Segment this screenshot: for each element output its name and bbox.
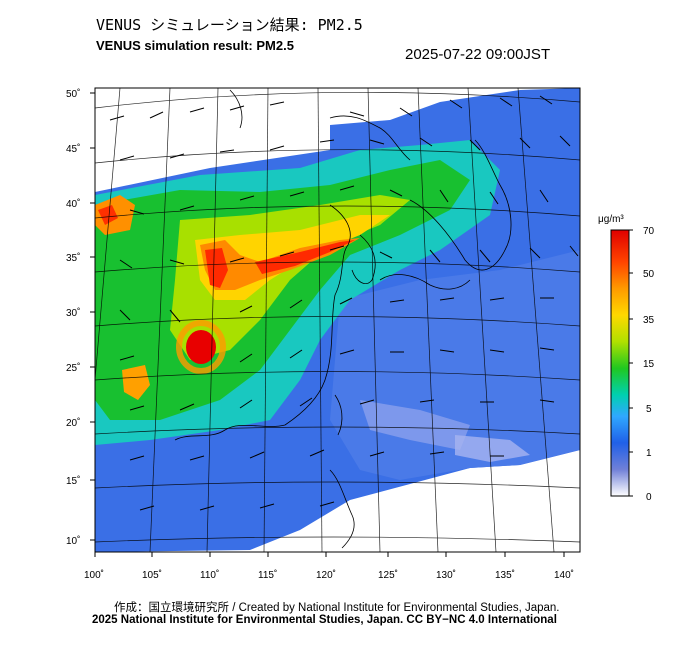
longitude-axis: 100˚ 105˚ 110˚ 115˚ 120˚ 125˚ 130˚ 135˚ … [84, 552, 574, 581]
lat-tick-label: 45˚ [66, 143, 80, 155]
lat-tick-label: 40˚ [66, 198, 80, 210]
lat-tick-label: 30˚ [66, 307, 80, 319]
lat-tick-label: 20˚ [66, 417, 80, 429]
graticule [95, 88, 580, 552]
map-frame [94, 87, 581, 553]
colorbar: μg/m³ 70 50 35 15 5 1 0 [598, 214, 655, 503]
lat-tick-label: 35˚ [66, 252, 80, 264]
forecast-timestamp: 2025-07-22 09:00JST [405, 46, 551, 63]
lat-tick-label: 25˚ [66, 362, 80, 374]
lon-tick-label: 110˚ [200, 569, 219, 581]
title-english: VENUS simulation result: PM2.5 [96, 38, 294, 53]
credit-line-creator: 作成：国立環境研究所 / Created by National Institu… [114, 602, 560, 614]
title-japanese: VENUS シミュレーション結果: PM2.5 [96, 16, 363, 34]
lon-tick-label: 105˚ [142, 569, 162, 581]
lat-tick-label: 15˚ [66, 475, 80, 487]
colorbar-tick-label: 1 [646, 448, 652, 459]
lon-tick-label: 125˚ [378, 569, 398, 581]
lon-tick-label: 100˚ [84, 569, 104, 581]
colorbar-tick-label: 35 [643, 315, 655, 326]
colorbar-tick-label: 70 [643, 226, 655, 237]
colorbar-tick-label: 5 [646, 404, 652, 415]
colorbar-tick-label: 0 [646, 492, 652, 503]
latitude-axis: 50˚ 45˚ 40˚ 35˚ 30˚ 25˚ 20˚ 15˚ 10˚ [66, 88, 95, 547]
coastlines [174, 89, 512, 549]
lon-tick-label: 135˚ [495, 569, 515, 581]
lat-tick-label: 50˚ [66, 88, 80, 100]
colorbar-tick-label: 50 [643, 269, 655, 280]
colorbar-unit: μg/m³ [598, 214, 624, 225]
colorbar-tick-label: 15 [643, 359, 655, 370]
wind-vectors [109, 95, 579, 511]
lat-tick-label: 10˚ [66, 535, 80, 547]
credit-line-license: 2025 National Institute for Environmenta… [92, 614, 557, 626]
pm25-concentration-field [95, 88, 580, 552]
lon-tick-label: 140˚ [554, 569, 574, 581]
lon-tick-label: 120˚ [316, 569, 336, 581]
lon-tick-label: 115˚ [258, 569, 277, 581]
colorbar-gradient [610, 229, 630, 497]
lon-tick-label: 130˚ [436, 569, 456, 581]
